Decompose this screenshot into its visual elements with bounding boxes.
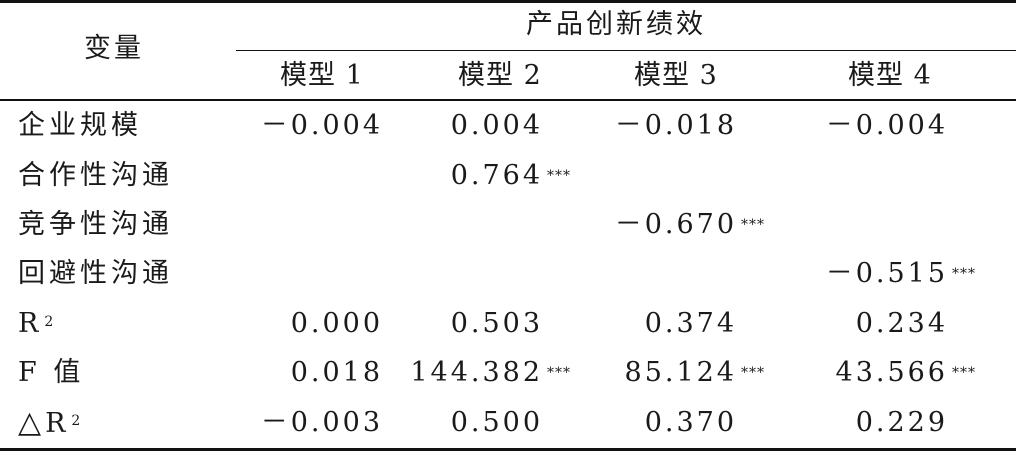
- value-cell: 43.566 ***: [835, 356, 975, 390]
- significance-stars: ***: [547, 365, 571, 381]
- row-label-text: R: [45, 408, 70, 439]
- cell-value: －0.018: [614, 110, 737, 141]
- cell-value: －0.515: [825, 258, 948, 289]
- row-label: △R 2: [18, 406, 84, 441]
- superscript: 2: [44, 314, 58, 330]
- model-1-header: 模型 1: [280, 60, 364, 91]
- value-cell: 0.004: [451, 109, 543, 143]
- header-rule: [0, 99, 1016, 101]
- model-2-header: 模型 2: [458, 60, 542, 91]
- value-cell: 0.229: [856, 406, 948, 440]
- row-label: 竞争性沟通: [18, 208, 173, 242]
- group-subrule: [236, 50, 1016, 51]
- value-cell: 0.500: [451, 406, 543, 440]
- cell-value: 0.500: [450, 407, 543, 438]
- model-3-header: 模型 3: [634, 60, 718, 91]
- value-cell: 85.124 ***: [624, 356, 764, 390]
- value-cell: 0.503: [451, 307, 543, 341]
- model-4-header: 模型 4: [848, 60, 932, 91]
- cell-value: －0.003: [260, 407, 383, 438]
- cell-value: 144.382: [410, 357, 543, 388]
- top-rule: [0, 0, 1016, 3]
- significance-stars: ***: [741, 365, 765, 381]
- cell-value: －0.004: [825, 110, 948, 141]
- delta-symbol: △: [18, 405, 46, 440]
- cell-value: 0.374: [644, 308, 737, 339]
- value-cell: －0.003: [261, 406, 383, 440]
- bottom-rule: [0, 448, 1016, 451]
- value-cell: 0.370: [645, 406, 737, 440]
- value-cell: －0.670 ***: [614, 208, 764, 242]
- significance-stars: ***: [952, 266, 976, 282]
- value-cell: 0.374: [645, 307, 737, 341]
- row-label: F 值: [18, 356, 84, 390]
- row-label-text: F 值: [18, 357, 85, 388]
- value-cell: －0.515 ***: [825, 257, 975, 291]
- cell-value: －0.670: [614, 209, 737, 240]
- row-label: 回避性沟通: [18, 257, 173, 291]
- cell-value: 0.503: [450, 308, 543, 339]
- cell-value: 0.764: [450, 160, 543, 191]
- cell-value: 0.000: [290, 308, 383, 339]
- variable-header: 变量: [84, 33, 144, 64]
- row-label-text: 合作性沟通: [18, 160, 173, 191]
- value-cell: －0.004: [826, 109, 948, 143]
- group-header: 产品创新绩效: [526, 9, 706, 40]
- row-label-text: 回避性沟通: [18, 258, 173, 289]
- cell-value: －0.004: [260, 110, 383, 141]
- row-label: 企业规模: [18, 109, 142, 143]
- superscript: 2: [71, 413, 85, 429]
- cell-value: 0.234: [855, 308, 948, 339]
- value-cell: 0.234: [856, 307, 948, 341]
- row-label-text: 竞争性沟通: [18, 209, 173, 240]
- cell-value: 0.018: [290, 357, 383, 388]
- row-label-text: R: [18, 308, 43, 339]
- row-label: 合作性沟通: [18, 159, 173, 193]
- significance-stars: ***: [952, 365, 976, 381]
- value-cell: －0.004: [261, 109, 383, 143]
- cell-value: 0.370: [644, 407, 737, 438]
- cell-value: 0.229: [855, 407, 948, 438]
- significance-stars: ***: [741, 217, 765, 233]
- cell-value: 85.124: [624, 357, 737, 388]
- value-cell: 0.018: [291, 356, 383, 390]
- value-cell: 0.764 ***: [450, 159, 570, 193]
- value-cell: －0.018: [615, 109, 737, 143]
- significance-stars: ***: [547, 168, 571, 184]
- value-cell: 0.000: [291, 307, 383, 341]
- value-cell: 144.382 ***: [410, 356, 570, 390]
- cell-value: 0.004: [450, 110, 543, 141]
- row-label-text: 企业规模: [18, 110, 142, 141]
- cell-value: 43.566: [835, 357, 948, 388]
